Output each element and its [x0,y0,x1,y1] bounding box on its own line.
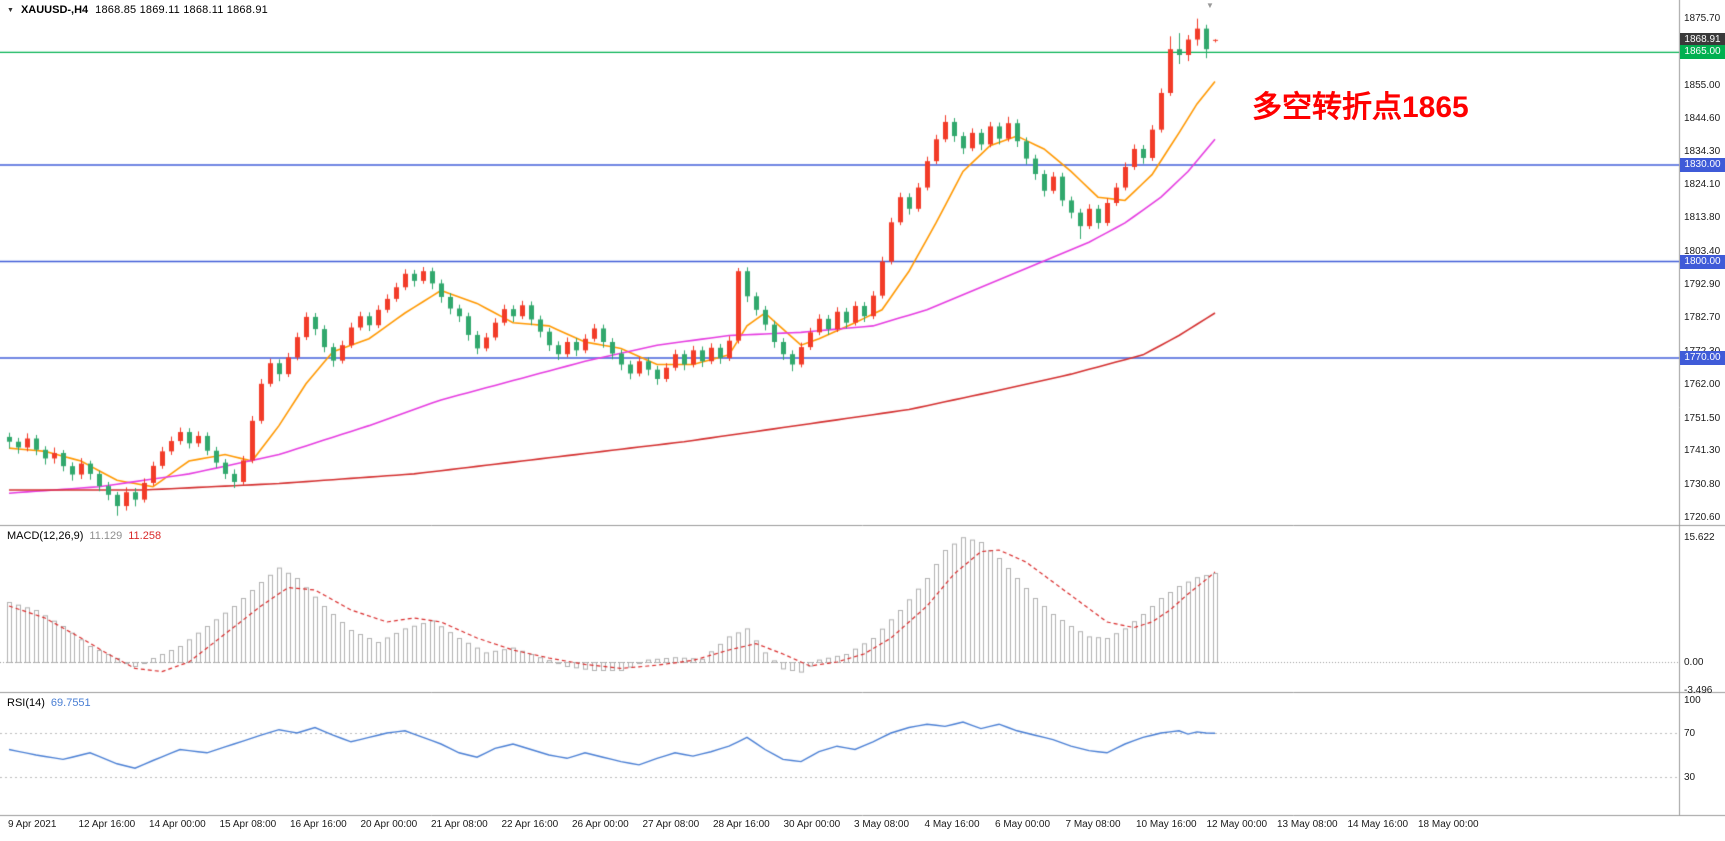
axis-tick-label: 1741.30 [1684,445,1721,457]
axis-tick-label: 1855.00 [1684,79,1721,91]
rsi-label-row: RSI(14) 69.7551 [7,697,91,709]
axis-tick-label: 1730.80 [1684,479,1721,491]
time-axis-label: 21 Apr 08:00 [431,819,488,830]
axis-tick-label: 1813.80 [1684,212,1721,224]
axis-tick-label: 1844.60 [1684,113,1721,125]
axis-tick-label: 1803.40 [1684,245,1721,257]
axis-tick-label: 70 [1684,728,1696,739]
macd-signal-value: 11.258 [128,530,162,542]
time-axis-label: 4 May 16:00 [924,819,980,830]
time-axis-label: 26 Apr 00:00 [572,819,629,830]
chart-title-bar: ▼ XAUUSD-,H4 1868.85 1869.11 1868.11 186… [7,4,268,16]
axis-tick-label: 1720.60 [1684,512,1721,523]
chart-annotation-text[interactable]: 多空转折点1865 [1252,91,1469,124]
time-axis-label: 28 Apr 16:00 [713,819,770,830]
ohlc-values: 1868.85 1869.11 1868.11 1868.91 [95,4,268,16]
symbol-dropdown-icon[interactable]: ▼ [7,6,14,14]
axis-tick-label: -3.496 [1684,684,1713,696]
rsi-value: 69.7551 [50,697,91,709]
chart-shift-marker-icon: ▼ [1206,1,1214,10]
time-axis-label: 12 May 00:00 [1206,819,1268,830]
axis-tick-label: 1762.00 [1684,378,1721,390]
axis-tick-label: 1782.70 [1684,312,1721,324]
time-axis-label: 16 Apr 16:00 [290,819,347,830]
time-axis-label: 6 May 00:00 [995,819,1051,830]
rsi-indicator-label: RSI(14) [7,697,45,709]
time-axis-label: 10 May 16:00 [1136,819,1197,830]
time-axis-label: 18 May 00:00 [1418,819,1479,830]
time-axis-label: 9 Apr 2021 [8,819,57,830]
axis-tick-label: 1875.70 [1684,13,1721,24]
time-axis-label: 22 Apr 16:00 [501,819,559,830]
time-axis-label: 12 Apr 16:00 [78,819,136,830]
axis-tick-label: 15.622 [1684,532,1715,544]
axis-tick-label: 1751.50 [1684,412,1721,424]
current-price-box: 1868.91 [1680,32,1725,47]
time-axis-label: 14 Apr 00:00 [149,819,206,830]
level-price-box-1865: 1865.00 [1680,45,1725,60]
macd-indicator-label: MACD(12,26,9) [7,530,84,542]
level-price-box-1800: 1800.00 [1680,254,1725,269]
level-price-box-1770: 1770.00 [1680,351,1725,366]
axis-tick-label: 30 [1684,772,1696,783]
time-axis-label: 15 Apr 08:00 [219,819,277,830]
time-axis-label: 7 May 08:00 [1065,819,1121,830]
axis-tick-label: 0.00 [1684,657,1704,668]
axis-tick-label: 1834.30 [1684,146,1721,158]
level-price-box-1830: 1830.00 [1680,158,1725,173]
time-axis-label: 13 May 08:00 [1277,819,1338,830]
time-axis-label: 27 Apr 08:00 [642,819,700,830]
time-axis-label: 14 May 16:00 [1347,819,1409,830]
time-axis-label: 3 May 08:00 [854,819,910,830]
axis-tick-label: 1824.10 [1684,179,1721,190]
macd-label-row: MACD(12,26,9) 11.129 11.258 [7,530,161,542]
axis-tick-label: 1792.90 [1684,279,1721,291]
macd-main-value: 11.129 [89,530,123,542]
time-axis-label: 20 Apr 00:00 [360,819,418,830]
time-axis-label: 30 Apr 00:00 [783,819,841,830]
axis-tick-label: 100 [1684,695,1701,706]
symbol-timeframe-label: XAUUSD-,H4 [20,4,89,16]
